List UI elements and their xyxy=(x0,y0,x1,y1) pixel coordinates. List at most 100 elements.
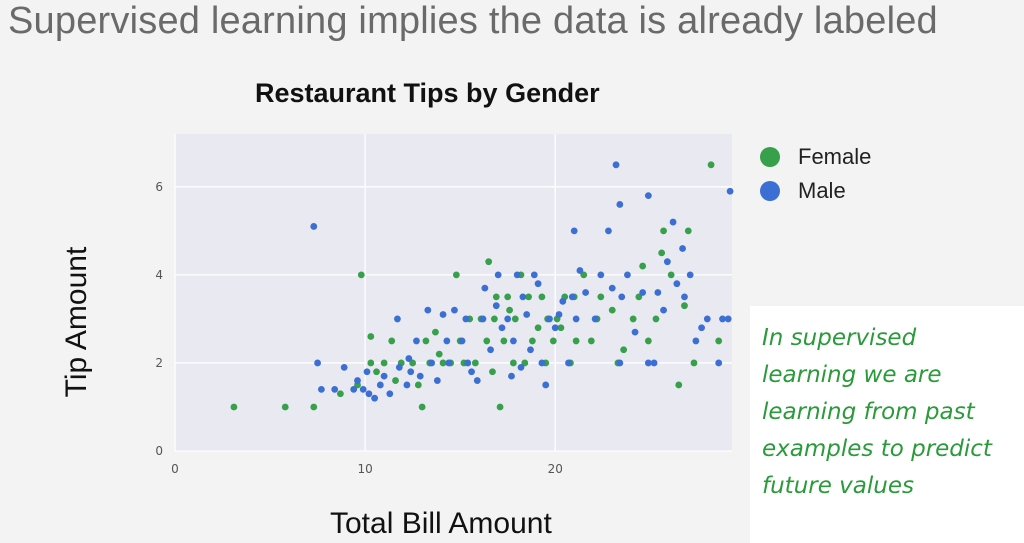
y-tick-label: 6 xyxy=(155,180,163,194)
female-data-point xyxy=(392,377,399,384)
male-data-point xyxy=(428,359,436,367)
male-data-point xyxy=(331,385,339,393)
male-data-point xyxy=(523,311,531,318)
female-data-point xyxy=(557,324,565,332)
male-data-point xyxy=(724,315,732,323)
female-data-point xyxy=(492,293,500,301)
male-data-point xyxy=(424,306,432,314)
female-data-point xyxy=(388,337,396,345)
male-data-point xyxy=(395,363,403,371)
male-data-point xyxy=(608,284,616,292)
male-data-point xyxy=(403,381,411,389)
male-data-point xyxy=(559,297,567,305)
female-data-point xyxy=(525,293,532,301)
male-data-point xyxy=(310,223,318,230)
male-data-point xyxy=(616,359,624,367)
male-data-point xyxy=(317,385,325,393)
female-data-point xyxy=(422,337,430,345)
female-data-point xyxy=(281,403,289,411)
female-data-point xyxy=(652,315,660,323)
male-data-point xyxy=(654,289,662,296)
male-data-point xyxy=(519,293,527,301)
x-axis-label: Total Bill Amount xyxy=(330,507,552,540)
male-data-point xyxy=(354,377,361,384)
female-data-point xyxy=(432,328,439,336)
male-data-point xyxy=(582,289,590,296)
female-data-point xyxy=(658,249,666,257)
male-data-point xyxy=(530,271,538,279)
y-tick-label: 2 xyxy=(155,356,163,370)
female-data-point xyxy=(580,271,588,279)
female-data-point xyxy=(675,381,683,389)
male-data-point xyxy=(416,372,424,380)
male-data-point xyxy=(612,161,620,169)
male-data-point xyxy=(487,346,494,354)
male-data-point xyxy=(504,315,512,323)
tick-labels: 0 10 20 0 2 4 6 xyxy=(155,180,562,476)
female-data-point xyxy=(511,315,519,323)
female-data-point xyxy=(572,337,580,345)
legend: Female Male xyxy=(760,140,871,208)
male-data-point xyxy=(513,271,521,279)
female-data-point xyxy=(509,359,517,367)
legend-item-female: Female xyxy=(760,140,871,174)
female-data-point xyxy=(681,302,688,310)
female-data-point xyxy=(418,403,426,411)
female-data-point xyxy=(715,337,723,345)
female-data-point xyxy=(587,337,595,345)
male-data-point xyxy=(726,187,734,195)
male-data-point xyxy=(534,280,542,288)
male-data-point xyxy=(618,293,626,301)
male-data-point xyxy=(365,390,373,398)
female-data-point xyxy=(528,337,536,345)
female-data-point xyxy=(496,403,504,411)
female-data-point xyxy=(485,258,493,266)
male-data-point xyxy=(631,328,639,336)
male-data-point xyxy=(663,258,671,266)
male-data-point xyxy=(464,359,472,367)
slide-title: Supervised learning implies the data is … xyxy=(8,0,938,42)
male-data-point xyxy=(572,315,580,323)
female-data-point xyxy=(489,368,496,376)
male-data-point xyxy=(371,394,379,402)
female-data-point xyxy=(439,359,447,367)
female-data-point xyxy=(644,337,652,345)
y-tick-label: 4 xyxy=(155,268,163,282)
female-data-point xyxy=(620,346,628,354)
male-data-point xyxy=(468,368,475,376)
female-data-point xyxy=(629,315,637,323)
male-data-point xyxy=(386,390,394,398)
female-data-point xyxy=(414,381,422,389)
male-data-point xyxy=(597,271,605,279)
male-data-point xyxy=(542,381,550,389)
male-data-point xyxy=(644,359,652,367)
handwritten-note: In supervised learning we are learning f… xyxy=(750,306,1024,543)
y-axis-label: Tip Amount xyxy=(60,246,93,398)
female-data-point xyxy=(549,337,557,345)
male-data-point xyxy=(591,315,599,323)
male-data-point xyxy=(350,385,358,393)
male-data-point xyxy=(433,377,441,384)
male-data-point xyxy=(568,293,576,301)
male-data-point xyxy=(570,227,578,235)
male-data-point xyxy=(679,245,686,252)
male-data-point xyxy=(405,355,413,362)
female-data-point xyxy=(380,359,388,367)
male-data-point xyxy=(492,302,500,310)
female-data-point xyxy=(639,262,647,270)
female-data-point xyxy=(597,293,605,301)
male-data-point xyxy=(527,346,534,354)
male-data-point xyxy=(605,227,612,235)
female-data-point xyxy=(538,293,546,301)
male-data-point xyxy=(509,337,517,345)
male-data-point xyxy=(538,359,546,367)
female-data-point xyxy=(504,293,512,301)
male-data-point xyxy=(451,306,458,314)
male-data-point xyxy=(413,337,420,345)
male-data-point xyxy=(462,315,470,323)
male-data-point xyxy=(565,359,572,367)
male-data-point xyxy=(340,363,348,371)
male-data-point xyxy=(698,324,705,332)
male-data-point xyxy=(407,368,415,376)
female-marker-icon xyxy=(760,147,780,167)
